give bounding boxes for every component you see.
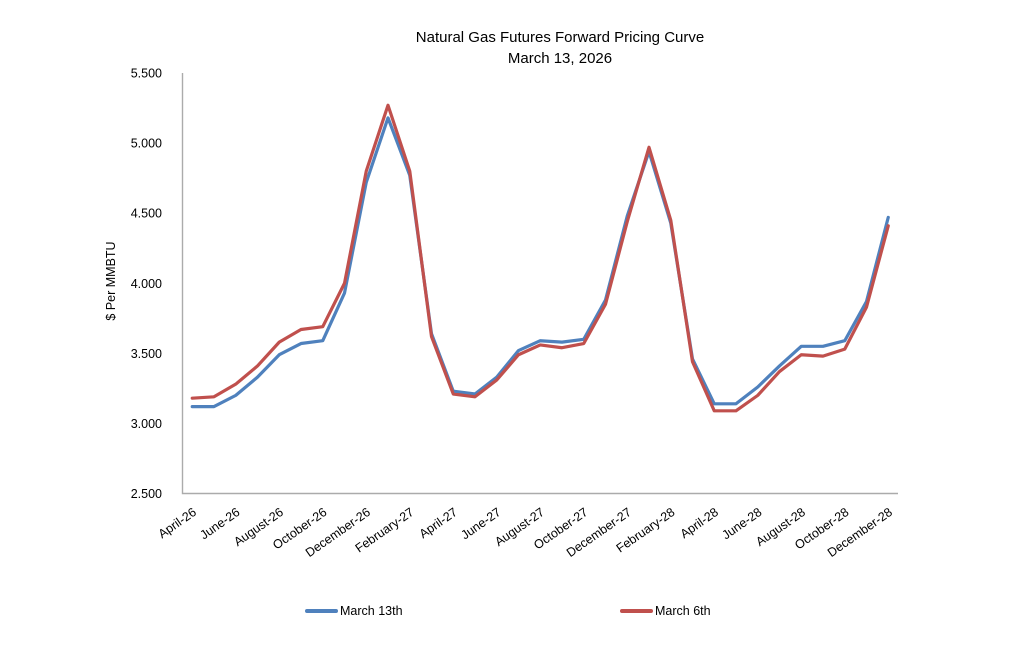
legend-swatch-march-6th	[620, 609, 653, 613]
axis-lines	[181, 73, 898, 495]
legend-swatch-march-13th	[305, 609, 338, 613]
x-tick-label: April-26	[156, 505, 199, 541]
legend-label-march-13th: March 13th	[340, 604, 403, 618]
y-tick-label: 5.000	[131, 137, 162, 151]
y-tick-label: 4.500	[131, 207, 162, 221]
legend-label-march-6th: March 6th	[655, 604, 711, 618]
legend-item-march-6th: March 6th	[620, 603, 711, 619]
chart-subtitle: March 13, 2026	[507, 50, 613, 67]
y-tick-label: 4.000	[131, 277, 162, 291]
y-tick-label: 2.500	[131, 487, 162, 501]
y-tick-label: 3.500	[131, 347, 162, 361]
x-tick-label: April-27	[417, 505, 460, 541]
legend-item-march-13th: March 13th	[305, 603, 403, 619]
series-line-march-6th	[190, 103, 890, 413]
y-tick-label: 5.500	[131, 67, 162, 81]
x-tick-label: April-28	[678, 505, 721, 541]
chart-title: Natural Gas Futures Forward Pricing Curv…	[415, 29, 705, 46]
y-tick-label: 3.000	[131, 417, 162, 431]
series-line-march-13th	[190, 116, 890, 409]
